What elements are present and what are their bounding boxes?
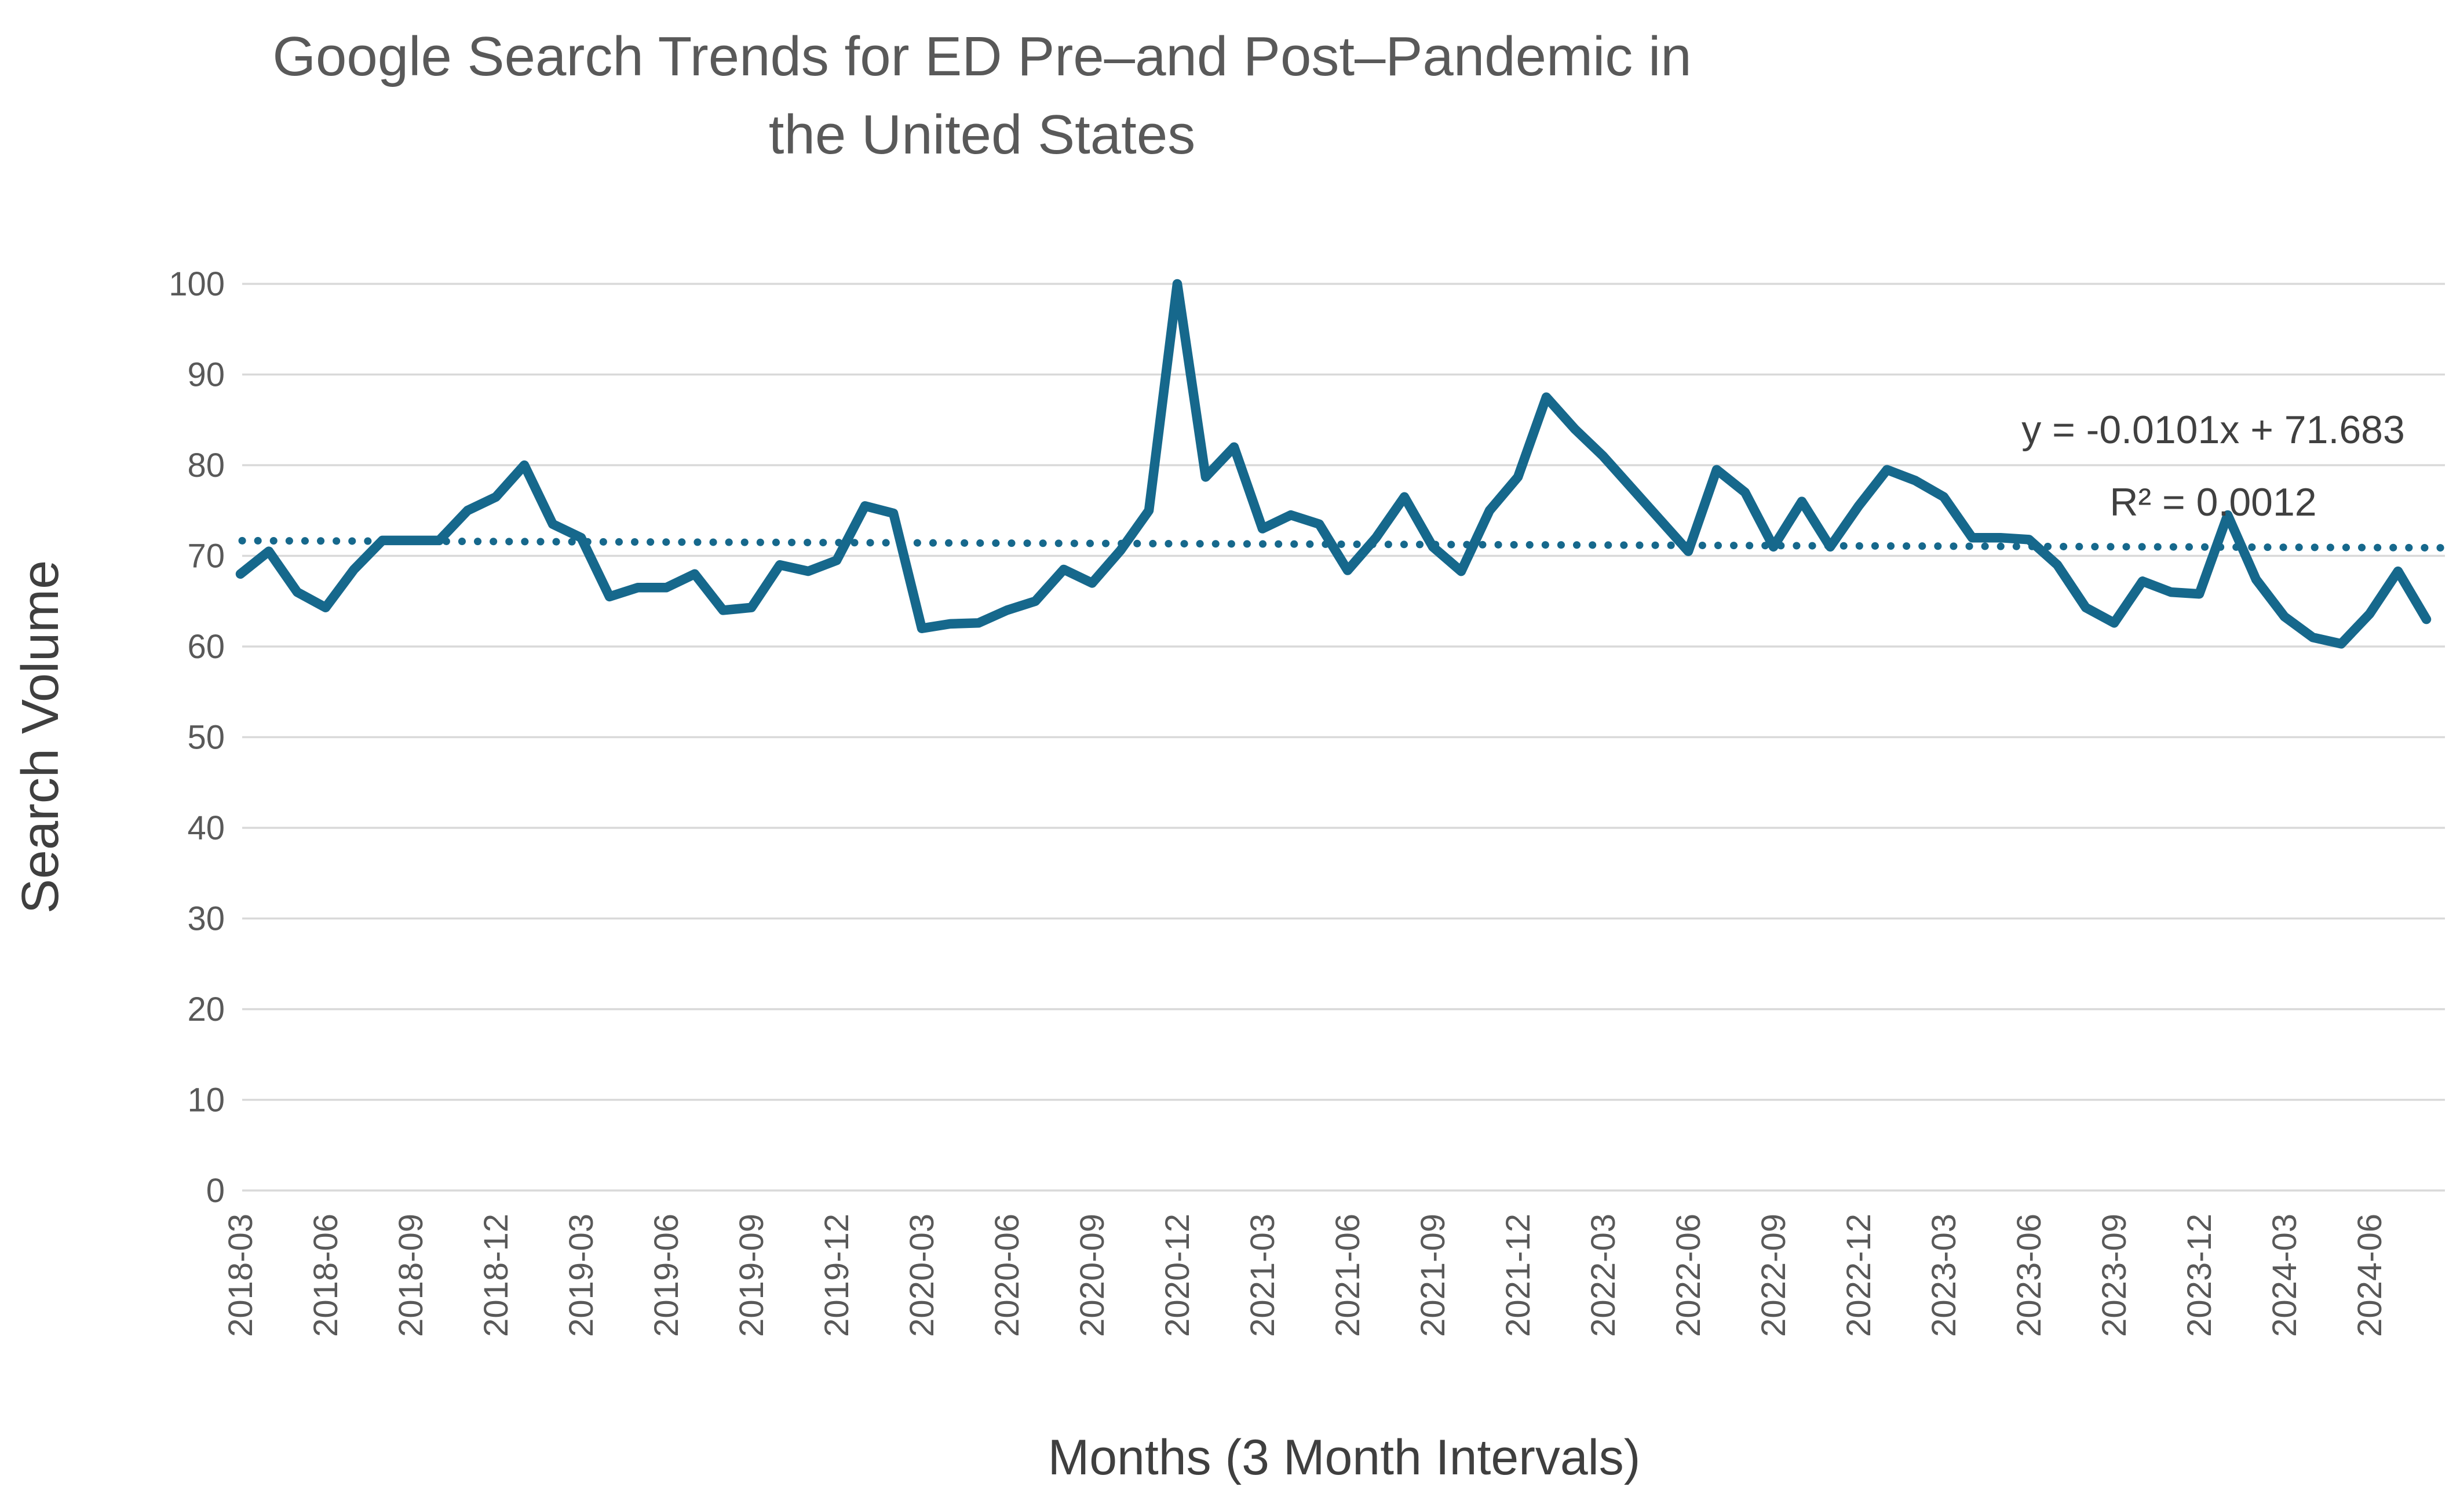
y-tick-label: 10: [187, 1082, 225, 1119]
y-tick-label: 0: [206, 1172, 225, 1210]
search-volume-series-group: [235, 279, 2432, 649]
y-tick-label: 30: [187, 900, 225, 938]
x-tick-label: 2019-09: [733, 1214, 771, 1337]
x-tick-label: 2022-06: [1670, 1214, 1707, 1337]
y-tick-label: 90: [187, 356, 225, 394]
x-tick-label: 2021-03: [1244, 1214, 1282, 1337]
x-tick-label: 2021-09: [1414, 1214, 1452, 1337]
y-tick-label: 60: [187, 628, 225, 666]
y-axis-tick-labels: 0 10 20 30 40 50 60 70 80 90 100: [169, 265, 225, 1210]
y-tick-label: 80: [187, 447, 225, 484]
trendline: [238, 536, 2449, 552]
trendline-r-squared-label: R² = 0.0012: [2109, 480, 2316, 524]
search-volume-line: [235, 279, 2432, 649]
trendline-equation-label: y = -0.0101x + 71.683: [2021, 408, 2405, 452]
chart-title-line2: the United States: [769, 104, 1195, 166]
y-tick-label: 100: [169, 265, 225, 303]
x-tick-label: 2023-12: [2181, 1214, 2218, 1337]
x-tick-label: 2024-06: [2351, 1214, 2389, 1337]
x-tick-label: 2018-03: [222, 1214, 260, 1337]
x-tick-label: 2023-09: [2096, 1214, 2133, 1337]
x-tick-label: 2023-06: [2010, 1214, 2048, 1337]
x-axis-title: Months (3 Month Intervals): [1048, 1430, 1641, 1485]
y-axis-title: Search Volume: [12, 560, 70, 914]
x-tick-label: 2020-09: [1074, 1214, 1111, 1337]
x-axis-tick-labels: 2018-03 2018-06 2018-09 2018-12 2019-03 2019-…: [222, 1214, 2389, 1337]
x-tick-label: 2022-09: [1755, 1214, 1793, 1337]
x-tick-label: 2018-09: [392, 1214, 430, 1337]
x-tick-label: 2021-06: [1329, 1214, 1367, 1337]
x-tick-label: 2023-03: [1925, 1214, 1963, 1337]
x-tick-label: 2020-03: [903, 1214, 941, 1337]
x-tick-label: 2022-03: [1585, 1214, 1622, 1337]
y-tick-label: 50: [187, 719, 225, 757]
gridlines: [242, 283, 2445, 1192]
x-tick-label: 2019-12: [818, 1214, 856, 1337]
x-tick-label: 2019-03: [563, 1214, 600, 1337]
y-tick-label: 20: [187, 991, 225, 1028]
x-tick-label: 2020-06: [988, 1214, 1026, 1337]
x-tick-label: 2024-03: [2266, 1214, 2304, 1337]
y-tick-label: 70: [187, 538, 225, 575]
x-tick-label: 2021-12: [1499, 1214, 1537, 1337]
x-tick-label: 2019-06: [648, 1214, 685, 1337]
x-tick-label: 2018-12: [477, 1214, 515, 1337]
y-tick-label: 40: [187, 809, 225, 847]
x-tick-label: 2022-12: [1840, 1214, 1878, 1337]
chart-title-line1: Google Search Trends for ED Pre–and Post…: [272, 25, 1691, 87]
trendline-group: [238, 536, 2449, 552]
x-tick-label: 2018-06: [307, 1214, 345, 1337]
x-tick-label: 2020-12: [1159, 1214, 1196, 1337]
